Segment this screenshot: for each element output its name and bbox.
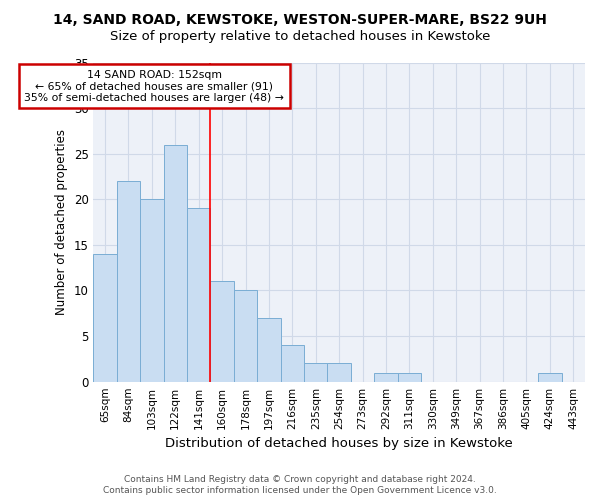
Bar [211,282,234,382]
Text: Contains HM Land Registry data © Crown copyright and database right 2024.: Contains HM Land Registry data © Crown c… [124,475,476,484]
Text: Contains public sector information licensed under the Open Government Licence v3: Contains public sector information licen… [103,486,497,495]
Bar [398,372,421,382]
Bar [94,254,117,382]
Bar [117,181,140,382]
Bar [538,372,562,382]
X-axis label: Distribution of detached houses by size in Kewstoke: Distribution of detached houses by size … [166,437,513,450]
Bar [304,364,328,382]
Text: 14 SAND ROAD: 152sqm
← 65% of detached houses are smaller (91)
35% of semi-detac: 14 SAND ROAD: 152sqm ← 65% of detached h… [24,70,284,103]
Bar [187,208,211,382]
Bar [164,144,187,382]
Text: Size of property relative to detached houses in Kewstoke: Size of property relative to detached ho… [110,30,490,43]
Bar [234,290,257,382]
Bar [281,345,304,382]
Bar [374,372,398,382]
Bar [140,200,164,382]
Bar [257,318,281,382]
Text: 14, SAND ROAD, KEWSTOKE, WESTON-SUPER-MARE, BS22 9UH: 14, SAND ROAD, KEWSTOKE, WESTON-SUPER-MA… [53,12,547,26]
Bar [328,364,351,382]
Y-axis label: Number of detached properties: Number of detached properties [55,129,68,315]
